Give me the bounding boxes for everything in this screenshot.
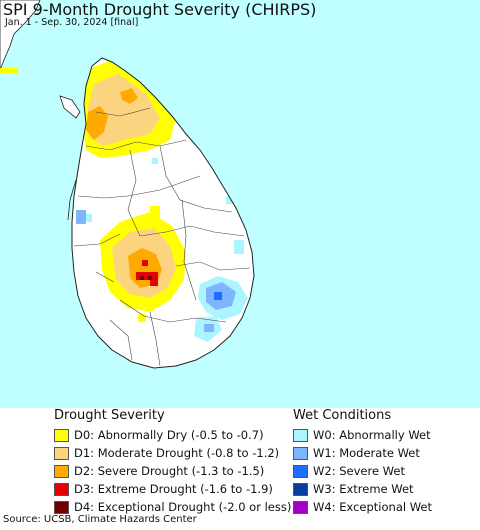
d3-cell-2 — [136, 272, 158, 280]
legend-drought-heading: Drought Severity — [54, 408, 165, 423]
legend-label-d2: D2: Severe Drought (-1.3 to -1.5) — [74, 464, 265, 478]
ocean — [0, 0, 480, 408]
legend-label-w0: W0: Abnormally Wet — [313, 428, 431, 442]
w0-patch-east-2 — [234, 240, 244, 254]
d4-cell-2 — [148, 276, 152, 280]
kalpitiya-peninsula — [67, 179, 77, 221]
d0-patch-a — [150, 206, 160, 220]
swatch-w2 — [293, 464, 308, 478]
swatch-w0 — [293, 428, 308, 442]
severity-overlay — [76, 60, 248, 342]
legend-item-d0: D0: Abnormally Dry (-0.5 to -0.7) — [54, 427, 291, 443]
legend-item-d2: D2: Severe Drought (-1.3 to -1.5) — [54, 463, 291, 479]
district-borders — [73, 107, 251, 367]
swatch-d3 — [54, 482, 69, 496]
d1-region-north — [88, 74, 160, 146]
legend-label-w1: W1: Moderate Wet — [313, 446, 420, 460]
legend-label-d4: D4: Exceptional Drought (-2.0 or less) — [74, 500, 292, 514]
swatch-w1 — [293, 446, 308, 460]
legend-label-w2: W2: Severe Wet — [313, 464, 405, 478]
legend-item-d1: D1: Moderate Drought (-0.8 to -1.2) — [54, 445, 291, 461]
swatch-d0 — [54, 428, 69, 442]
map-svg — [0, 0, 480, 408]
india-coast-dry-patch — [0, 68, 18, 74]
w0-patch-north — [152, 158, 158, 164]
legend-item-w1: W1: Moderate Wet — [293, 445, 432, 461]
d2-region-north-2 — [120, 88, 138, 104]
w2-cell-southeast — [214, 292, 222, 300]
source-credit: Source: UCSB, Climate Hazards Center — [3, 514, 197, 525]
legend-item-w3: W3: Extreme Wet — [293, 481, 432, 497]
w0-patch-west — [86, 214, 92, 222]
legend-label-w3: W3: Extreme Wet — [313, 482, 414, 496]
d4-cell-1 — [140, 276, 144, 280]
legend-label-d3: D3: Extreme Drought (-1.6 to -1.9) — [74, 482, 273, 496]
d3-cell-1 — [142, 260, 148, 266]
legend-label-w4: W4: Exceptional Wet — [313, 500, 432, 514]
map-subtitle: Jan. 1 - Sep. 30, 2024 [final] — [5, 17, 139, 28]
legend-wet: Wet Conditions W0: Abnormally Wet W1: Mo… — [293, 408, 432, 517]
d0-patch-b — [138, 314, 146, 322]
legend-label-d0: D0: Abnormally Dry (-0.5 to -0.7) — [74, 428, 264, 442]
w1-patch-west — [76, 210, 86, 224]
map-title: SPI 9-Month Drought Severity (CHIRPS) — [3, 0, 317, 19]
legend-item-w4: W4: Exceptional Wet — [293, 499, 432, 515]
d2-region-north — [86, 106, 108, 140]
legend-wet-heading: Wet Conditions — [293, 408, 392, 423]
sri-lanka-coastline — [71, 57, 255, 369]
legend-label-d1: D1: Moderate Drought (-0.8 to -1.2) — [74, 446, 280, 460]
india-landmass — [0, 0, 41, 71]
legend-drought: Drought Severity D0: Abnormally Dry (-0.… — [54, 408, 291, 517]
drought-map — [0, 0, 480, 408]
swatch-w3 — [293, 482, 308, 496]
w1-cell-south — [204, 324, 214, 332]
legend-item-d3: D3: Extreme Drought (-1.6 to -1.9) — [54, 481, 291, 497]
mannar-island — [59, 95, 81, 119]
swatch-d2 — [54, 464, 69, 478]
legend-item-d4: D4: Exceptional Drought (-2.0 or less) — [54, 499, 291, 515]
legend-item-w2: W2: Severe Wet — [293, 463, 432, 479]
swatch-d1 — [54, 446, 69, 460]
swatch-w4 — [293, 500, 308, 514]
legend-item-w0: W0: Abnormally Wet — [293, 427, 432, 443]
swatch-d4 — [54, 500, 69, 514]
d3-cell-3 — [150, 280, 158, 286]
w0-patch-east-1 — [226, 196, 234, 204]
